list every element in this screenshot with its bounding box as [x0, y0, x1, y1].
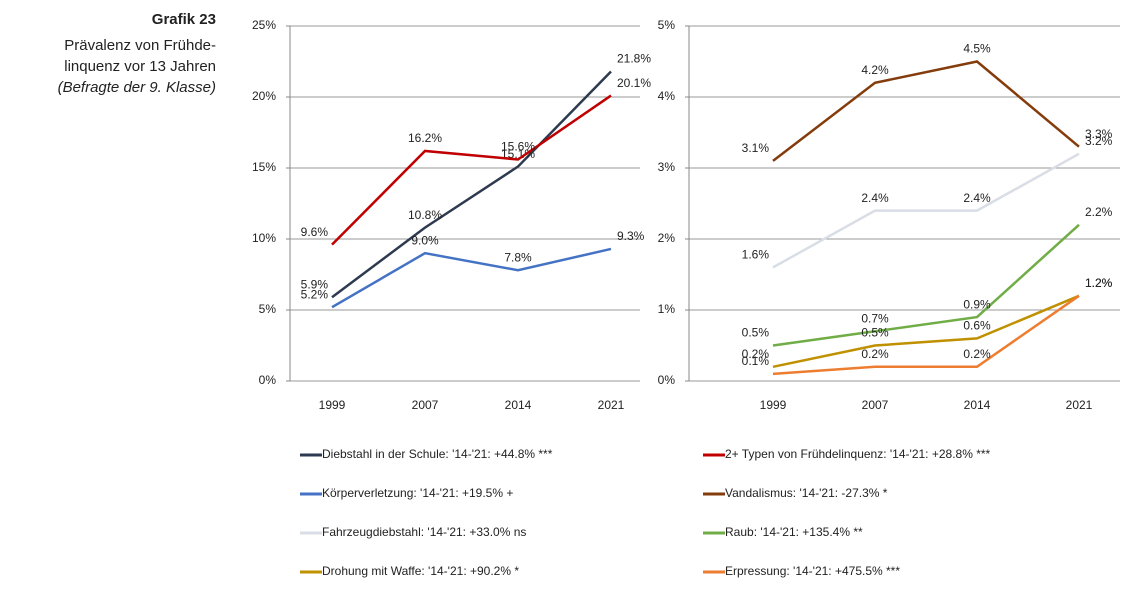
data-label: 2.4% [861, 191, 889, 205]
data-label: 0.6% [963, 319, 991, 333]
data-label: 3.1% [742, 141, 770, 155]
data-label: 0.7% [861, 311, 889, 325]
legend-label: Erpressung: '14-'21: +475.5% *** [725, 564, 900, 578]
data-label: 0.5% [861, 326, 889, 340]
x-tick-label: 1999 [760, 398, 787, 412]
data-label: 1.6% [742, 248, 770, 262]
data-label: 20.1% [617, 76, 651, 90]
y-tick-label: 0% [259, 373, 277, 387]
data-label: 15.1% [501, 147, 535, 161]
legend-label: Raub: '14-'21: +135.4% ** [725, 525, 863, 539]
legend-label: 2+ Typen von Frühdelinquenz: '14-'21: +2… [725, 447, 991, 461]
data-label: 0.2% [861, 347, 889, 361]
y-tick-label: 1% [658, 302, 676, 316]
data-label: 3.3% [1085, 127, 1113, 141]
data-label: 2.4% [963, 191, 991, 205]
data-label: 1.2% [1085, 276, 1113, 290]
data-label: 9.3% [617, 229, 645, 243]
y-tick-label: 5% [259, 302, 277, 316]
y-tick-label: 2% [658, 231, 676, 245]
legend-label: Diebstahl in der Schule: '14-'21: +44.8%… [322, 447, 553, 461]
data-label: 0.2% [963, 347, 991, 361]
x-tick-label: 2014 [964, 398, 991, 412]
x-tick-label: 1999 [319, 398, 346, 412]
y-tick-label: 25% [252, 18, 276, 32]
x-tick-label: 2021 [598, 398, 625, 412]
data-label: 4.5% [963, 42, 991, 56]
data-label: 21.8% [617, 52, 651, 66]
x-tick-label: 2007 [862, 398, 889, 412]
y-tick-label: 4% [658, 89, 676, 103]
data-label: 2.2% [1085, 205, 1113, 219]
legend-label: Drohung mit Waffe: '14-'21: +90.2% * [322, 564, 519, 578]
data-label: 5.9% [301, 277, 329, 291]
data-label: 3.2% [1085, 134, 1113, 148]
y-tick-label: 15% [252, 160, 276, 174]
data-label: 9.6% [301, 225, 329, 239]
x-tick-label: 2014 [505, 398, 532, 412]
line-series [772, 60, 1080, 162]
data-label: 9.0% [411, 233, 439, 247]
line-series [772, 294, 1080, 376]
caption-line: linquenz vor 13 Jahren [64, 58, 216, 75]
data-label: 0.9% [963, 297, 991, 311]
data-label: 10.8% [408, 208, 442, 222]
data-label: 1.2% [1085, 276, 1113, 290]
legend-label: Vandalismus: '14-'21: -27.3% * [725, 486, 888, 500]
legend-label: Fahrzeugdiebstahl: '14-'21: +33.0% ns [322, 525, 526, 539]
line-series [772, 223, 1080, 347]
data-label: 4.2% [861, 63, 889, 77]
caption-line: Prävalenz von Frühde- [64, 37, 216, 54]
y-tick-label: 5% [658, 18, 676, 32]
y-tick-label: 0% [658, 373, 676, 387]
line-series [772, 152, 1080, 269]
data-label: 15.6% [501, 140, 535, 154]
data-label: 16.2% [408, 131, 442, 145]
caption-line: (Befragte der 9. Klasse) [58, 79, 216, 96]
line-series [331, 70, 612, 299]
data-label: 0.2% [742, 347, 770, 361]
x-tick-label: 2007 [412, 398, 439, 412]
line-series [772, 294, 1080, 369]
data-label: 7.8% [504, 250, 532, 264]
data-label: 0.1% [742, 354, 770, 368]
y-tick-label: 20% [252, 89, 276, 103]
data-label: 5.2% [301, 287, 329, 301]
data-label: 0.5% [742, 326, 770, 340]
y-tick-label: 10% [252, 231, 276, 245]
legend-label: Körperverletzung: '14-'21: +19.5% + [322, 486, 513, 500]
x-tick-label: 2021 [1066, 398, 1093, 412]
line-series [331, 94, 612, 246]
caption-label: Grafik 23 [152, 11, 216, 28]
y-tick-label: 3% [658, 160, 676, 174]
line-series [331, 247, 612, 309]
